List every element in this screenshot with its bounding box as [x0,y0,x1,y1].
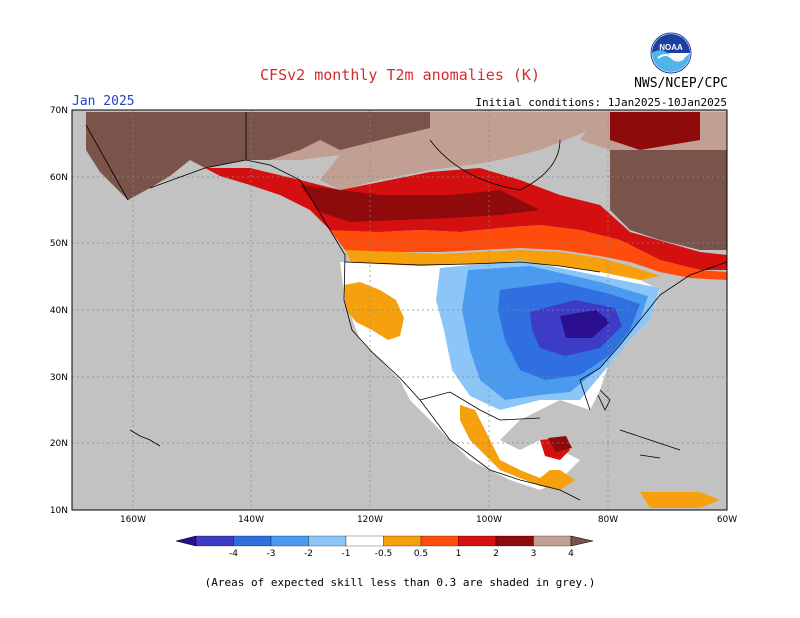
legend-arrow-high [570,535,594,547]
legend-swatch [458,535,497,547]
legend-swatch [308,535,347,547]
lat-tick-20: 20N [50,439,68,449]
legend-swatch [495,535,534,547]
anomaly-region-arctic-brown [320,112,430,150]
anomaly-region-canada-darkred [300,185,540,222]
anomaly-region-yucatan-darkred [548,436,572,452]
legend-label: 0.5 [414,549,428,559]
anomaly-region-border-orange-red [330,225,727,280]
initial-conditions-label: Initial conditions: 1Jan2025-10Jan2025 [475,96,727,109]
longitude-ticks: 160W 140W 120W 100W 80W 60W [120,515,737,525]
lon-tick-120w: 120W [357,515,383,525]
map-frame [71,109,728,511]
anomaly-region-labrador-warm [610,150,727,250]
lon-tick-160w: 160W [120,515,146,525]
anomaly-region-border-orange [345,250,660,280]
logo-text: NOAA [659,43,683,52]
legend-swatch [420,535,459,547]
lon-tick-100w: 100W [476,515,502,525]
lon-tick-60w: 60W [717,515,737,525]
month-label: Jan 2025 [72,94,135,109]
lat-tick-50: 50N [50,239,68,249]
anomaly-region-hudson-warm [320,112,600,190]
anomaly-region-greenland-dark [610,112,700,150]
legend-label: -2 [304,549,313,559]
anomaly-region-alaska-warm [86,112,246,200]
lat-tick-30: 30N [50,373,68,383]
anomaly-region-west-orange [344,282,404,340]
lat-tick-10: 10N [50,506,68,516]
legend-swatch [533,535,572,547]
coastlines [85,112,727,501]
legend-label: -0.5 [375,549,393,559]
lat-tick-70: 70N [50,106,68,116]
anomaly-region-yukon-warm [246,112,330,160]
latitude-ticks: 70N 60N 50N 40N 30N 20N 10N [50,106,68,516]
legend-label: 4 [568,549,574,559]
anomaly-region-cold-max [560,310,610,338]
agency-label: NWS/NCEP/CPC [634,76,728,91]
legend-label: -3 [267,549,276,559]
color-legend: -4 -3 -2 -1 -0.5 0.5 1 2 3 4 [175,535,594,559]
legend-swatch [270,535,309,547]
graticule [72,110,727,510]
lat-tick-60: 60N [50,173,68,183]
lon-tick-140w: 140W [238,515,264,525]
legend-label: 2 [493,549,499,559]
skill-footnote: (Areas of expected skill less than 0.3 a… [204,576,596,589]
anomaly-region-mexico-orange [460,405,575,490]
lat-tick-40: 40N [50,306,68,316]
lon-tick-80w: 80W [598,515,618,525]
legend-arrow-low [175,535,197,547]
legend-label: 3 [531,549,537,559]
legend-label: -4 [229,549,238,559]
legend-label: 1 [456,549,462,559]
legend-label: -1 [342,549,351,559]
legend-swatch [345,535,384,547]
noaa-logo: NOAA [650,32,692,74]
legend-swatch [233,535,272,547]
legend-swatch [383,535,422,547]
anomaly-region-caribbean-orange [640,492,720,508]
chart-title: CFSv2 monthly T2m anomalies (K) [260,66,540,84]
anomaly-region-mexico-neutral [400,380,580,490]
legend-swatch [195,535,234,547]
